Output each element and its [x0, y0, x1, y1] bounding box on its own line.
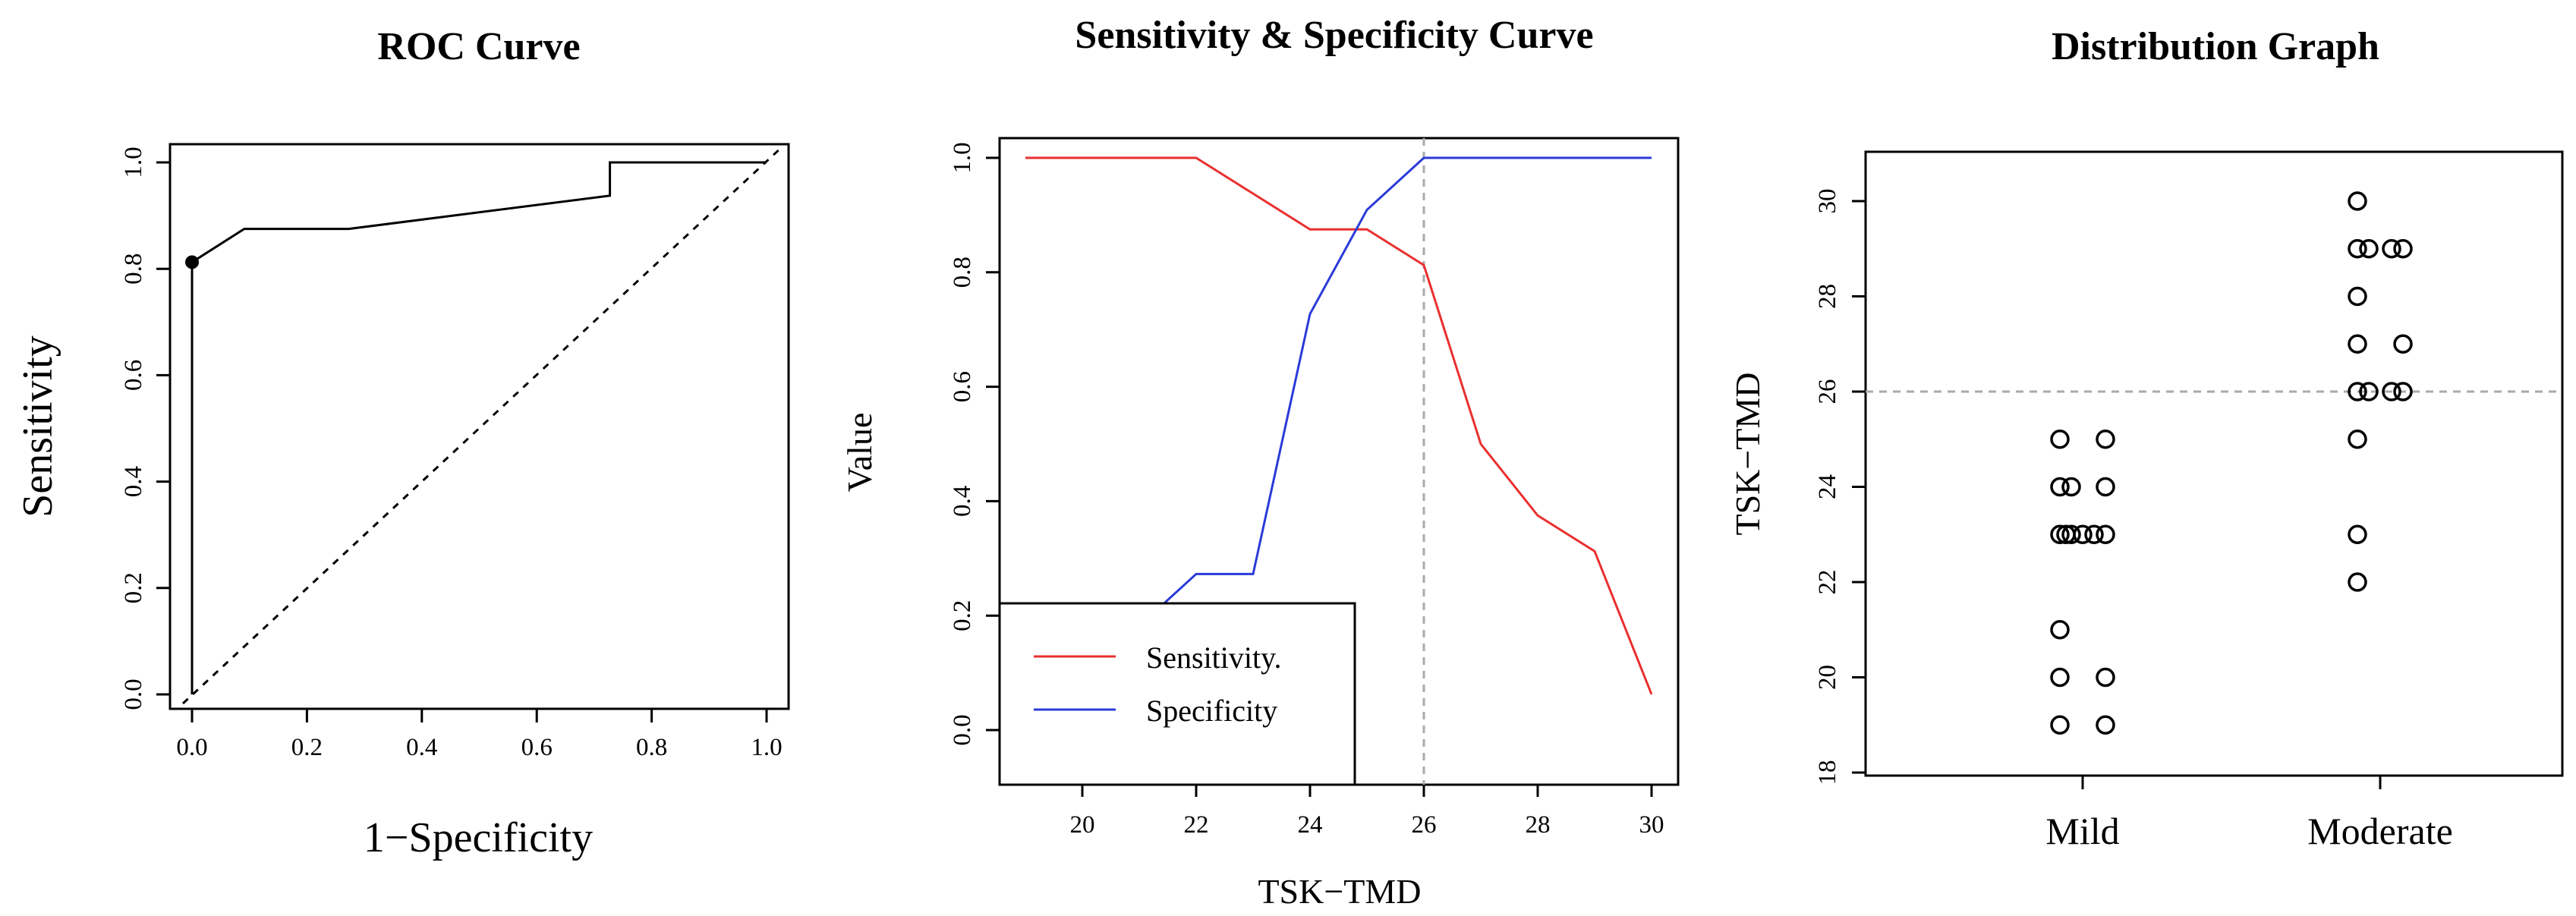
distribution-point	[2050, 524, 2070, 544]
roc-title: ROC Curve	[377, 25, 580, 68]
distribution-point	[2348, 286, 2367, 307]
distribution-y-tick-label: 18	[1814, 760, 1841, 785]
sensspec-x-tick-label: 26	[1412, 811, 1437, 839]
distribution-point	[2061, 524, 2081, 544]
distribution-y-axis: 18 20 22 24 26 28 30	[1814, 189, 1867, 785]
distribution-point	[2348, 430, 2367, 449]
distribution-point	[2050, 667, 2070, 688]
distribution-point	[2050, 620, 2070, 640]
roc-y-tick-label: 0.6	[120, 360, 147, 391]
distribution-point	[2096, 715, 2115, 735]
roc-x-tick-label: 0.4	[406, 734, 437, 761]
distribution-y-tick-label: 22	[1814, 570, 1841, 595]
sensitivity-line	[1025, 156, 1653, 695]
sensspec-y-tick-label: 0.2	[949, 600, 976, 631]
roc-y-tick-label: 0.8	[120, 253, 147, 285]
sensspec-legend: Sensitivity. Specificity	[998, 602, 1356, 786]
roc-y-tick-label: 1.0	[120, 146, 147, 178]
sensspec-y-tick-label: 0.4	[949, 486, 976, 517]
distribution-y-tick-label: 30	[1814, 189, 1841, 214]
sensspec-y-tick-label: 0.0	[949, 714, 976, 745]
distribution-y-tick-label: 24	[1814, 474, 1841, 499]
distribution-point	[2348, 239, 2367, 259]
sensspec-y-label: Value	[840, 413, 879, 493]
roc-curve	[191, 161, 767, 694]
roc-x-tick-label: 0.8	[636, 734, 667, 761]
distribution-point	[2382, 382, 2401, 401]
distribution-point	[2359, 382, 2379, 401]
sensspec-y-axis: 0.0 0.2 0.4 0.6 0.8 1.0	[949, 142, 1001, 746]
distribution-point	[2050, 430, 2070, 449]
distribution-plot-frame	[1864, 150, 2564, 777]
roc-y-tick-label: 0.4	[120, 466, 147, 497]
sensspec-y-tick-label: 0.8	[949, 257, 976, 288]
distribution-point	[2096, 524, 2115, 544]
roc-y-label: Sensitivity	[14, 335, 61, 518]
roc-optimal-point	[185, 255, 199, 269]
distribution-point	[2096, 477, 2115, 497]
distribution-point	[2348, 382, 2367, 401]
distribution-y-tick-label: 20	[1814, 665, 1841, 690]
sensspec-panel: Sensitivity & Specificity Curve 20 22 24 26…	[840, 14, 1680, 911]
distribution-panel: Distribution Graph Mild Moderate 18 20 22 24…	[1728, 25, 2564, 852]
distribution-point	[2084, 524, 2104, 544]
distribution-point	[2348, 191, 2367, 211]
distribution-title: Distribution Graph	[2052, 25, 2379, 68]
distribution-y-tick-label: 28	[1814, 284, 1841, 309]
roc-x-label: 1−Specificity	[364, 814, 593, 861]
distribution-point	[2382, 239, 2401, 259]
sensspec-x-tick-label: 24	[1298, 811, 1323, 839]
distribution-point	[2050, 477, 2070, 497]
roc-y-tick-label: 0.2	[120, 572, 147, 603]
distribution-point	[2359, 239, 2379, 259]
roc-x-tick-label: 0.6	[521, 734, 553, 761]
distribution-point	[2348, 572, 2367, 592]
distribution-point	[2061, 477, 2081, 497]
sensspec-x-label: TSK−TMD	[1258, 872, 1421, 911]
distribution-point	[2348, 334, 2367, 354]
distribution-point	[2073, 524, 2093, 544]
distribution-point	[2348, 524, 2367, 544]
roc-x-tick-label: 0.0	[176, 734, 207, 761]
sensspec-x-tick-label: 20	[1070, 811, 1095, 839]
sensspec-x-tick-label: 30	[1639, 811, 1664, 839]
roc-y-tick-label: 0.0	[120, 678, 147, 710]
distribution-point	[2056, 524, 2076, 544]
distribution-x-axis: Mild Moderate	[2045, 774, 2453, 852]
distribution-point	[2393, 382, 2413, 401]
roc-marks	[181, 146, 783, 705]
distribution-point	[2096, 667, 2115, 688]
legend-box	[998, 602, 1356, 786]
sensspec-y-tick-label: 1.0	[949, 142, 976, 173]
distribution-x-tick-label: Moderate	[2307, 810, 2453, 852]
distribution-marks	[1866, 191, 2562, 735]
distribution-y-label: TSK−TMD	[1728, 372, 1767, 535]
roc-x-tick-label: 0.2	[291, 734, 323, 761]
distribution-point	[2393, 239, 2413, 259]
sensspec-x-tick-label: 22	[1184, 811, 1209, 839]
roc-y-axis: 0.0 0.2 0.4 0.6 0.8 1.0	[120, 146, 172, 710]
roc-x-tick-label: 1.0	[751, 734, 782, 761]
sensspec-title: Sensitivity & Specificity Curve	[1075, 14, 1593, 57]
distribution-x-tick-label: Mild	[2045, 810, 2119, 852]
sensspec-y-tick-label: 0.6	[949, 371, 976, 402]
roc-reference-diagonal	[181, 146, 783, 705]
distribution-point	[2050, 715, 2070, 735]
legend-label-sensitivity: Sensitivity.	[1146, 641, 1282, 675]
legend-label-specificity: Specificity	[1146, 694, 1277, 728]
distribution-y-tick-label: 26	[1814, 379, 1841, 404]
roc-panel: ROC Curve 0.0 0.2 0.4 0.6 0.8 1.0 0.00.20.40.…	[14, 25, 790, 861]
sensspec-x-tick-label: 28	[1526, 811, 1551, 839]
roc-x-axis: 0.0 0.2 0.4 0.6 0.8 1.0	[176, 707, 783, 761]
sensspec-x-axis: 20 22 24 26 28 30	[1070, 783, 1664, 839]
distribution-point	[2096, 430, 2115, 449]
distribution-point	[2393, 334, 2413, 354]
